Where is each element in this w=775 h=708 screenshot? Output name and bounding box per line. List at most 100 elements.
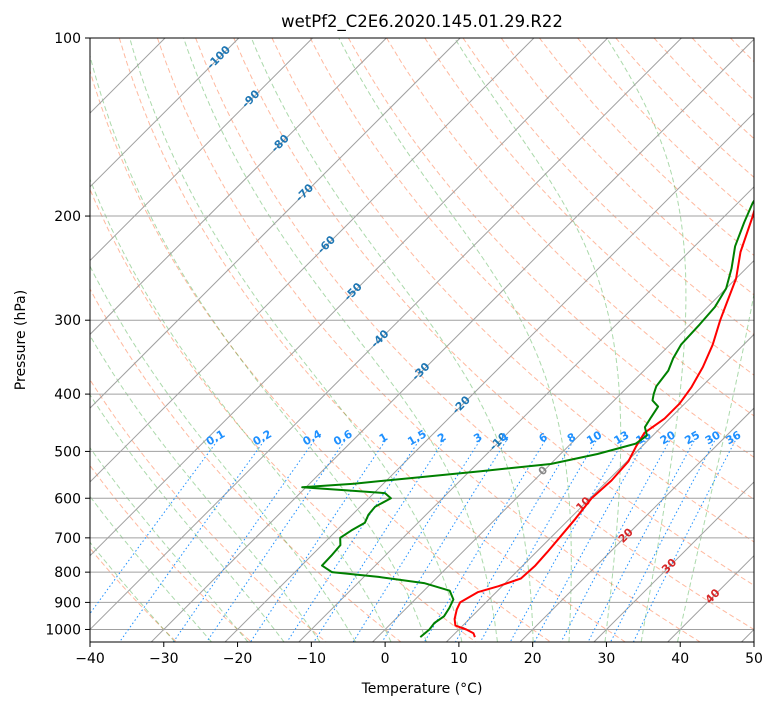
- mixing-ratio-label: 20: [658, 428, 678, 447]
- isotherm-line: [593, 481, 754, 642]
- isotherm-line: [90, 38, 387, 336]
- y-tick-label: 200: [54, 209, 81, 225]
- mixing-ratio-label: 30: [703, 428, 723, 447]
- mixing-ratio-line: [206, 440, 346, 642]
- dry-adiabat-line: [615, 38, 754, 178]
- mixing-ratio-line: [313, 440, 445, 642]
- y-tick-label: 1000: [45, 622, 81, 638]
- moist-adiabat-line: [338, 38, 572, 642]
- isotherm-line: [90, 38, 461, 409]
- dry-adiabats: [90, 38, 754, 642]
- dry-adiabat-line: [500, 38, 754, 296]
- moist-adiabat-line: [90, 446, 249, 642]
- mixing-ratio-line: [119, 440, 265, 642]
- y-axis: 100 200 300 400 500 600 700 800 900 1000: [45, 31, 90, 638]
- dry-adiabat-line: [577, 38, 754, 217]
- dry-adiabat-line: [90, 69, 551, 642]
- dry-adiabat-line: [90, 188, 477, 642]
- mixing-ratio-line: [610, 440, 715, 642]
- mixing-ratio-line: [533, 440, 646, 642]
- dry-adiabat-line: [233, 38, 754, 586]
- y-tick-label: 100: [54, 31, 81, 47]
- moist-adiabat-line: [183, 38, 498, 642]
- isotherm-line: [741, 628, 754, 642]
- mixing-ratio-lines: [90, 440, 736, 642]
- mixing-ratio-line: [250, 440, 386, 642]
- mixing-ratio-label: 25: [682, 428, 702, 447]
- isotherms: [90, 38, 754, 642]
- dry-adiabat-line: [156, 38, 701, 642]
- mixing-ratio-label: 1.5: [405, 427, 428, 448]
- moist-adiabat-line: [250, 38, 534, 642]
- isotherm-line: [298, 186, 754, 642]
- dry-adiabat-line: [271, 38, 754, 543]
- y-tick-label: 800: [54, 565, 81, 581]
- isotherm-line: [90, 38, 609, 557]
- isotherm-line: [90, 38, 682, 631]
- x-tick-label: −30: [149, 651, 179, 667]
- y-axis-title: Pressure (hPa): [13, 290, 29, 390]
- mixing-ratio-line: [633, 440, 736, 642]
- isotherm-line: [667, 554, 754, 642]
- dry-adiabat-line: [90, 464, 252, 642]
- dry-adiabat-line: [386, 38, 754, 417]
- dry-adiabat-line: [347, 38, 754, 458]
- moist-adiabat-line: [90, 393, 285, 642]
- isotherm-line: [372, 259, 754, 642]
- dry-adiabat-line: [195, 38, 754, 631]
- dry-adiabat-line: [90, 378, 327, 642]
- x-tick-label: −20: [223, 651, 253, 667]
- moist-adiabats: [90, 38, 754, 642]
- x-tick-label: 30: [598, 651, 616, 667]
- moist-adiabat-line: [90, 53, 427, 642]
- x-axis: −40 −30 −20 −10 0 10 20 30 40 50: [75, 642, 763, 667]
- mixing-ratio-line: [587, 440, 695, 642]
- moist-adiabat-line: [677, 291, 754, 642]
- dry-adiabat-line: [424, 38, 754, 376]
- x-tick-label: 40: [671, 651, 689, 667]
- mixing-ratio-label: 13: [612, 428, 632, 447]
- x-axis-title: Temperature (°C): [361, 681, 483, 697]
- temperature-profile: [453, 207, 754, 638]
- isotherm-line: [150, 38, 754, 642]
- dry-adiabat-line: [691, 38, 754, 101]
- isotherm-line: [224, 112, 754, 642]
- isotherm-line: [90, 38, 535, 483]
- auxiliary-labels: -100-90-80-70-60-50-40-30-20-10010203040…: [204, 43, 744, 606]
- mixing-ratio-line: [381, 440, 507, 642]
- isotherm-line: [90, 38, 313, 262]
- moist-adiabat-line: [90, 265, 357, 642]
- isotherm-line: [90, 38, 240, 188]
- mixing-ratio-line: [352, 440, 481, 642]
- mixing-ratio-line: [90, 440, 218, 615]
- chart-title: wetPf2_C2E6.2020.145.01.29.R22: [281, 12, 563, 32]
- x-tick-label: 10: [450, 651, 468, 667]
- dry-adiabat-line: [309, 38, 754, 500]
- mixing-ratio-line: [172, 440, 315, 642]
- mixing-ratio-label: 2: [435, 430, 448, 445]
- y-tick-label: 400: [54, 387, 81, 403]
- dry-adiabat-line: [462, 38, 754, 336]
- plot-frame: [89, 37, 755, 643]
- mixing-ratio-label: 36: [724, 428, 744, 447]
- y-tick-label: 600: [54, 491, 81, 507]
- dry-adiabat-line: [118, 38, 626, 642]
- mixing-ratio-label: 1: [377, 430, 390, 445]
- y-tick-label: 900: [54, 595, 81, 611]
- moist-adiabat-line: [606, 38, 687, 642]
- mixing-ratio-line: [479, 440, 597, 642]
- x-tick-label: −10: [297, 651, 327, 667]
- mixing-ratio-label: 0.6: [331, 427, 355, 448]
- mixing-ratio-label: 10: [584, 428, 604, 447]
- mixing-ratio-line: [560, 440, 670, 642]
- y-tick-label: 500: [54, 444, 81, 460]
- mixing-ratio-label: 0.2: [251, 427, 274, 448]
- moist-adiabat-line: [90, 495, 212, 642]
- isotherm-line: [446, 333, 754, 642]
- moist-adiabat-line: [129, 38, 463, 642]
- dry-adiabat-line: [90, 547, 177, 642]
- x-tick-label: 50: [745, 651, 763, 667]
- y-tick-label: 300: [54, 313, 81, 329]
- background-lines: -100-90-80-70-60-50-40-30-20-10010203040…: [90, 38, 754, 642]
